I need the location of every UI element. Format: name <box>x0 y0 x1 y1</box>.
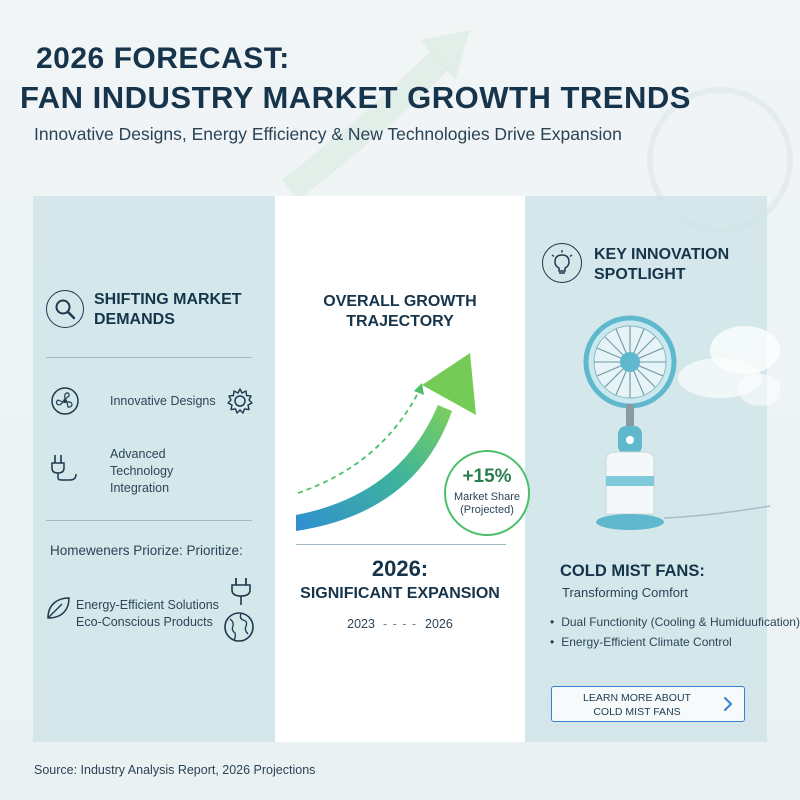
learn-more-button-label-2: COLD MIST FANS <box>593 706 681 718</box>
right-panel-heading: KEY INNOVATION SPOTLIGHT <box>594 246 730 283</box>
learn-more-button[interactable]: LEARN MORE ABOUT COLD MIST FANS <box>551 686 745 722</box>
fan-icon <box>51 387 79 415</box>
divider <box>296 544 506 545</box>
market-share-badge: +15% Market Share (Projected) <box>444 450 530 536</box>
leaf-icon <box>47 597 70 619</box>
divider <box>46 357 252 358</box>
source-note: Source: Industry Analysis Report, 2026 P… <box>34 763 316 777</box>
growth-arrow <box>296 353 476 531</box>
chevron-right-icon <box>724 697 733 711</box>
year-end: 2026 <box>425 617 453 631</box>
product-title: COLD MIST FANS: <box>560 562 705 580</box>
expansion-label: SIGNIFICANT EXPANSION <box>300 585 500 602</box>
homeowners-prioritize-label: Homeweners Priorize: Prioritize: <box>50 543 243 558</box>
year-range: 2023 - - - - 2026 <box>300 617 500 631</box>
list-item: Energy-Efficient Climate Control <box>550 632 790 652</box>
gear-icon <box>227 388 253 414</box>
list-item: Dual Functionity (Cooling & Humiduuficat… <box>550 612 800 632</box>
badge-label: Market Share <box>453 491 521 503</box>
feature-list: Dual Functionity (Cooling & Humiduuficat… <box>550 612 800 652</box>
year-start: 2023 <box>347 617 375 631</box>
forecast-year: 2026: <box>371 556 429 581</box>
page-title-line-2: FAN INDUSTRY MARKET GROWTH TRENDS <box>20 80 691 115</box>
page-title-line-1: 2026 FORECAST: <box>36 42 290 75</box>
badge-value: +15% <box>462 466 512 487</box>
advanced-technology-label: Advanced Technology Integration <box>110 447 174 495</box>
middle-panel-heading: OVERALL GROWTH TRAJECTORY <box>323 293 477 330</box>
plug-icon <box>231 578 251 605</box>
divider <box>46 520 252 521</box>
plug-icon <box>51 455 77 481</box>
lightbulb-icon <box>542 243 582 283</box>
dashed-connector: - - - - <box>382 617 418 631</box>
left-panel <box>33 196 275 742</box>
search-icon <box>46 290 84 328</box>
page-subtitle: Innovative Designs, Energy Efficiency & … <box>34 124 622 144</box>
innovative-designs-label: Innovative Designs <box>110 394 216 408</box>
energy-efficient-label: Energy-Efficient Solutions Eco-Conscious… <box>76 598 219 629</box>
learn-more-button-label: LEARN MORE ABOUT <box>583 692 691 704</box>
badge-note: (Projected) <box>460 504 514 516</box>
product-subtitle: Transforming Comfort <box>562 585 688 600</box>
cold-mist-fan-image <box>583 315 780 530</box>
globe-icon <box>224 612 254 642</box>
left-panel-heading: SHIFTING MARKET DEMANDS <box>94 291 242 328</box>
